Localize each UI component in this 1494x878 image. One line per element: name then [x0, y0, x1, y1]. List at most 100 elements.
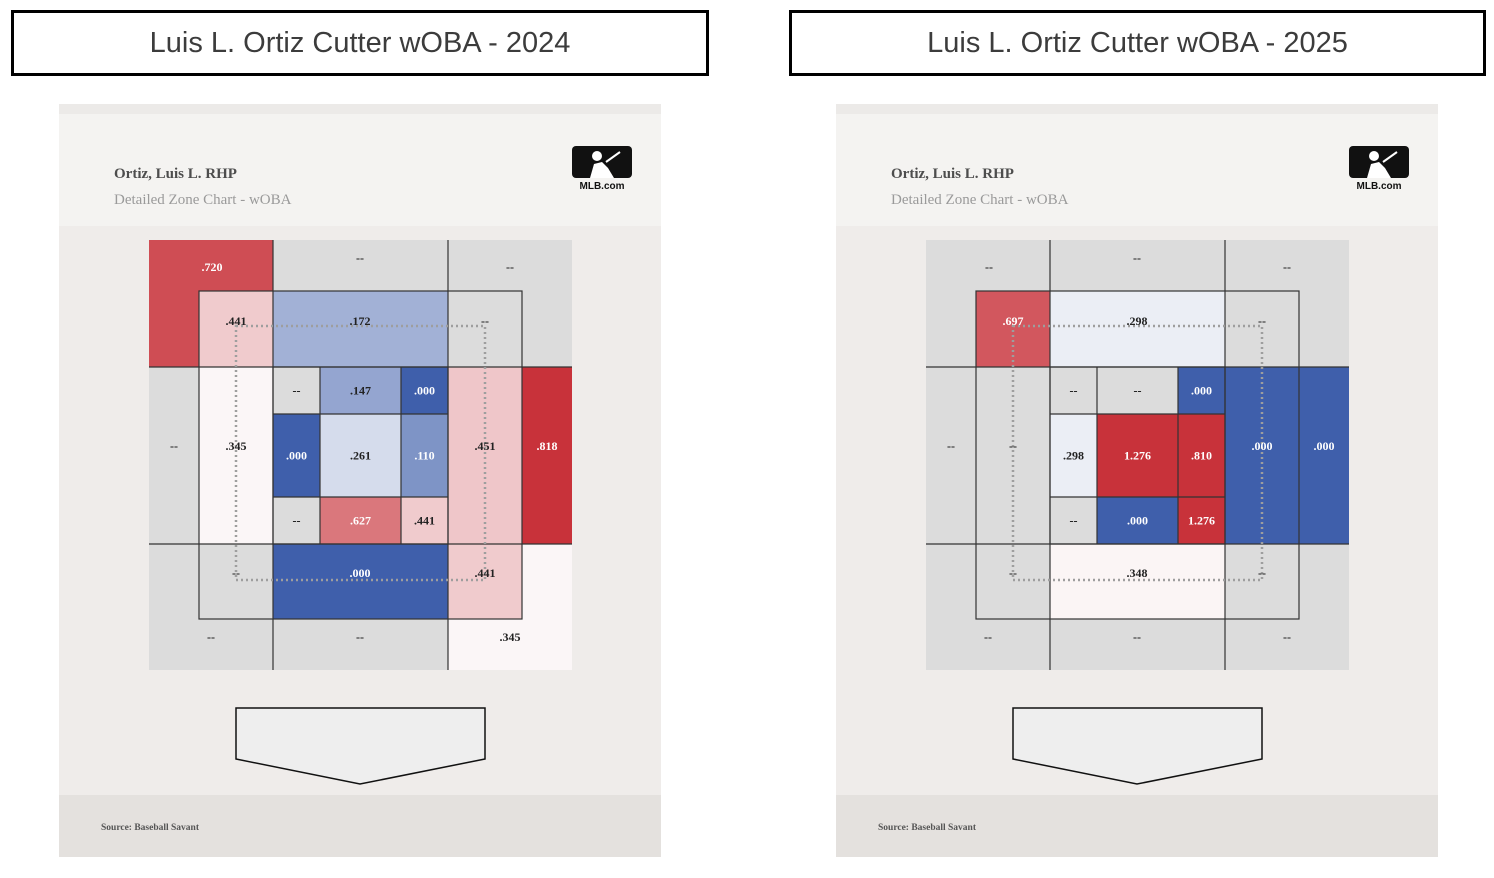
chart-subtitle: Detailed Zone Chart - wOBA	[891, 192, 1069, 208]
strike-zone-cell-r3-c3-label: 1.276	[1188, 514, 1215, 528]
zone-grid-lines	[926, 240, 1349, 670]
shadow-zone-top	[273, 291, 448, 367]
shadow-zone-right-label: .000	[1252, 439, 1273, 453]
shadow-zone-bottom-right	[1225, 544, 1299, 619]
source-label: Source: Baseball Savant	[101, 823, 200, 833]
strike-zone-cell-r3-c1	[1050, 497, 1097, 544]
zone-grid	[926, 240, 1349, 670]
strike-zone-cell-r3-c2	[320, 497, 401, 544]
shadow-zone-top-left-label: .441	[226, 314, 247, 328]
strike-zone-cell-r1-c3	[401, 367, 448, 414]
home-plate	[235, 707, 486, 785]
outer-zone-left-label: --	[947, 439, 955, 453]
source-label: Source: Baseball Savant	[878, 823, 977, 833]
strike-zone-border	[272, 366, 449, 545]
strike-zone-cell-r1-c1-label: --	[293, 384, 301, 398]
panel-top-strip	[59, 104, 661, 114]
outer-zone-top-left-label: .720	[202, 260, 223, 274]
strike-zone-cell-r1-c1	[1050, 367, 1097, 414]
outer-zone-top-right-label: --	[1283, 260, 1291, 274]
outer-zone-left	[149, 367, 199, 544]
strike-zone-cell-r3-c2-label: .000	[1127, 514, 1148, 528]
strike-zone-cell-r2-c3-label: .110	[414, 449, 434, 463]
shadow-zone-bottom-right-label: .441	[475, 566, 496, 580]
zone-labels: -- -- -- -- .000 -- -- -- .697 .298 -- -- .000 -- .348…	[947, 251, 1335, 644]
strike-zone-cell-r2-c1	[1050, 414, 1097, 497]
outer-zone-top-right-label: --	[506, 260, 514, 274]
shadow-zone-bottom-label: .348	[1127, 566, 1148, 580]
outer-zone-top-left-label: --	[985, 260, 993, 274]
shadow-zone-top	[1050, 291, 1225, 367]
shadow-zone-right	[1225, 367, 1299, 544]
strike-zone-cell-r2-c2	[1097, 414, 1178, 497]
panel-header: Ortiz, Luis L. RHP Detailed Zone Chart -…	[836, 114, 1438, 226]
strike-zone-cell-r2-c2-label: .261	[350, 449, 371, 463]
zone-grid-lines	[149, 240, 572, 670]
home-plate	[1012, 707, 1263, 785]
outer-zone-top-label: --	[356, 251, 364, 265]
strike-zone-cell-r2-c1	[273, 414, 320, 497]
strike-zone-cell-r1-c1-label: --	[1070, 384, 1078, 398]
outer-zone-top-label: --	[1133, 251, 1141, 265]
strike-zone-cell-r1-c2	[1097, 367, 1178, 414]
strike-zone-cell-r2-c3	[1178, 414, 1225, 497]
outer-zone-bottom-label: --	[1133, 630, 1141, 644]
rulebook-zone-outline	[1011, 324, 1264, 582]
strike-zone-cell-r1-c3-label: .000	[414, 384, 435, 398]
shadow-ring-border	[198, 290, 523, 620]
strike-zone-cell-r2-c1-label: .298	[1063, 449, 1084, 463]
strike-zone-cell-r2-c3	[401, 414, 448, 497]
chart-title-2024: Luis L. Ortiz Cutter wOBA - 2024	[11, 10, 709, 76]
shadow-zone-bottom	[273, 544, 448, 619]
outer-zone-bottom	[273, 619, 448, 670]
outer-zone-right	[522, 367, 572, 544]
shadow-zone-right-label: .451	[475, 439, 496, 453]
strike-zone-cell-r2-c2	[320, 414, 401, 497]
panel-footer: Source: Baseball Savant	[59, 795, 661, 857]
strike-zone-cell-r3-c3-label: .441	[414, 514, 435, 528]
zone-chart-panel-2025: Ortiz, Luis L. RHP Detailed Zone Chart -…	[836, 104, 1438, 857]
outer-zone-right-label: .818	[537, 439, 558, 453]
mlb-logo-text: MLB.com	[580, 181, 625, 192]
outer-zone-left-label: --	[170, 439, 178, 453]
shadow-zone-right	[448, 367, 522, 544]
strike-zone-cell-r2-c3-label: .810	[1191, 449, 1212, 463]
panel-top-strip	[836, 104, 1438, 114]
strike-zone-cell-r1-c3	[1178, 367, 1225, 414]
outer-zone-bottom-right-label: .345	[500, 630, 521, 644]
strike-zone-cell-r2-c1-label: .000	[286, 449, 307, 463]
strike-zone-cell-r1-c3-label: .000	[1191, 384, 1212, 398]
shadow-zone-top-right-label: --	[1258, 314, 1266, 328]
outer-zone-right	[1299, 367, 1349, 544]
chart-subtitle: Detailed Zone Chart - wOBA	[114, 192, 292, 208]
strike-zone-cell-r3-c3	[401, 497, 448, 544]
strike-zone-cell-r1-c2	[320, 367, 401, 414]
shadow-zone-top-label: .298	[1127, 314, 1148, 328]
strike-zone-cell-r1-c2-label: --	[1134, 384, 1142, 398]
zone-chart-panel-2024: Ortiz, Luis L. RHP Detailed Zone Chart -…	[59, 104, 661, 857]
panel-footer: Source: Baseball Savant	[836, 795, 1438, 857]
outer-zone-bottom-left-label: --	[207, 630, 215, 644]
rulebook-zone-outline	[234, 324, 487, 582]
shadow-zone-top-left	[199, 291, 273, 367]
shadow-zone-top-right-label: --	[481, 314, 489, 328]
mlb-logo-text: MLB.com	[1357, 181, 1402, 192]
strike-zone-cell-r3-c1	[273, 497, 320, 544]
mlb-logo-icon: MLB.com	[1349, 146, 1409, 192]
shadow-zone-left-label: --	[1009, 439, 1017, 453]
outer-zone-bottom-left-label: --	[984, 630, 992, 644]
strike-zone-cell-r3-c1-label: --	[293, 514, 301, 528]
shadow-zone-bottom-left-label: --	[232, 566, 240, 580]
strike-zone-cell-r3-c3	[1178, 497, 1225, 544]
outer-zone-left	[926, 367, 976, 544]
shadow-zone-left-label: .345	[226, 439, 247, 453]
strike-zone-cell-r3-c1-label: --	[1070, 514, 1078, 528]
shadow-zone-bottom-right	[448, 544, 522, 619]
chart-title-2025: Luis L. Ortiz Cutter wOBA - 2025	[789, 10, 1486, 76]
strike-zone-cell-r3-c2-label: .627	[350, 514, 371, 528]
shadow-zone-top-label: .172	[350, 314, 371, 328]
outer-zone-top	[1050, 240, 1225, 291]
strike-zone-border	[1049, 366, 1226, 545]
strike-zone-cell-r1-c1	[273, 367, 320, 414]
strike-zone-cell-r1-c2-label: .147	[350, 384, 371, 398]
